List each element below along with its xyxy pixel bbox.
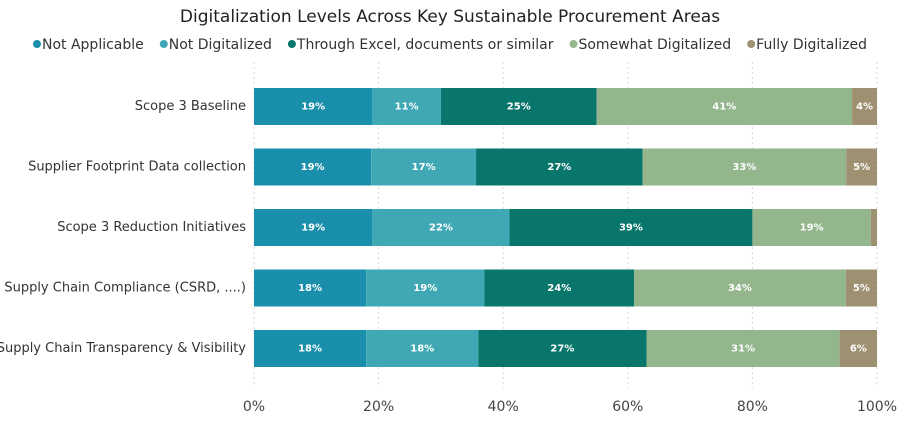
bar-segment [478,330,647,367]
data-label: 4% [856,102,873,113]
data-label: 18% [410,344,434,355]
data-label: 34% [728,283,752,294]
data-label: 17% [412,162,436,173]
x-tick-label: 80% [737,399,768,415]
bar-segment [476,148,643,186]
data-label: 19% [413,283,437,294]
data-label: 24% [547,283,571,294]
x-tick-label: 40% [488,399,519,415]
legend-label: Through Excel, documents or similar [296,37,554,53]
x-tick-label: 0% [243,399,265,415]
data-label: 19% [301,223,325,234]
bar-segment [372,88,441,125]
data-label: 39% [619,223,643,234]
bar-segment [634,269,846,307]
category-label: Supply Chain Transparency & Visibility [0,341,246,356]
bar-segment [440,88,597,125]
bar-segment [845,269,877,307]
bar-segment [839,330,877,367]
bar-segment [366,269,485,307]
legend: Not Applicable Not Digitalized Through Exc… [32,37,867,53]
category-label: Scope 3 Reduction Initiatives [57,220,246,235]
legend-label: Somewhat Digitalized [578,37,731,53]
data-label: 27% [547,162,571,173]
bar-segment [752,209,871,246]
legend-label: Fully Digitalized [756,37,867,53]
data-label: 5% [853,162,870,173]
legend-label: Not Digitalized [169,37,272,53]
bar-segment [366,330,479,367]
category-label: Scope 3 Baseline [135,99,246,114]
bar-segment [846,148,877,186]
legend-marker [569,40,578,48]
bar-segment [509,209,753,246]
data-label: 18% [298,283,322,294]
x-tick-label: 60% [612,399,643,415]
chart-title: Digitalization Levels Across Key Sustain… [180,7,720,27]
legend-marker [159,40,168,48]
data-label: 27% [550,344,574,355]
legend-label: Not Applicable [42,37,144,53]
data-label: 5% [853,283,870,294]
bar-segment [254,148,372,186]
bar-segment [484,269,635,307]
data-label: 25% [507,102,531,113]
bar-segment [254,330,367,367]
data-label: 33% [732,162,756,173]
bar-segment [596,88,853,125]
category-label: Supply Chain Compliance (CSRD, ....) [4,281,246,296]
bar-segment [852,88,877,125]
category-label: Supplier Footprint Data collection [28,160,246,175]
bar-segment [254,88,373,125]
data-label: 18% [298,344,322,355]
data-label: 19% [301,102,325,113]
bar-segment [646,330,840,367]
bar-segment [371,148,477,186]
x-tick-labels: 0% 20% 40% 60% 80% 100% [243,399,897,415]
data-label: 11% [395,102,419,113]
data-label: 31% [731,344,755,355]
data-label: 6% [850,344,867,355]
bar-segment [254,269,367,307]
bar-segment [870,209,877,246]
bar-segment [254,209,373,246]
legend-marker [747,40,756,48]
bar-segment [642,148,847,186]
data-label: 22% [429,223,453,234]
bar-segment [372,209,510,246]
category-labels: Scope 3 Baseline Supplier Footprint Data … [0,99,246,356]
x-tick-label: 20% [363,399,394,415]
legend-marker [287,40,296,48]
data-label: 19% [800,223,824,234]
x-tick-label: 100% [857,399,897,415]
data-label: 19% [301,162,325,173]
data-label: 41% [712,102,736,113]
bars: 19% 11% 25% 41% 4% 19% 17% 27% 33% 5% 19% 22% 39% 19%… [254,88,877,367]
legend-marker [32,40,41,48]
